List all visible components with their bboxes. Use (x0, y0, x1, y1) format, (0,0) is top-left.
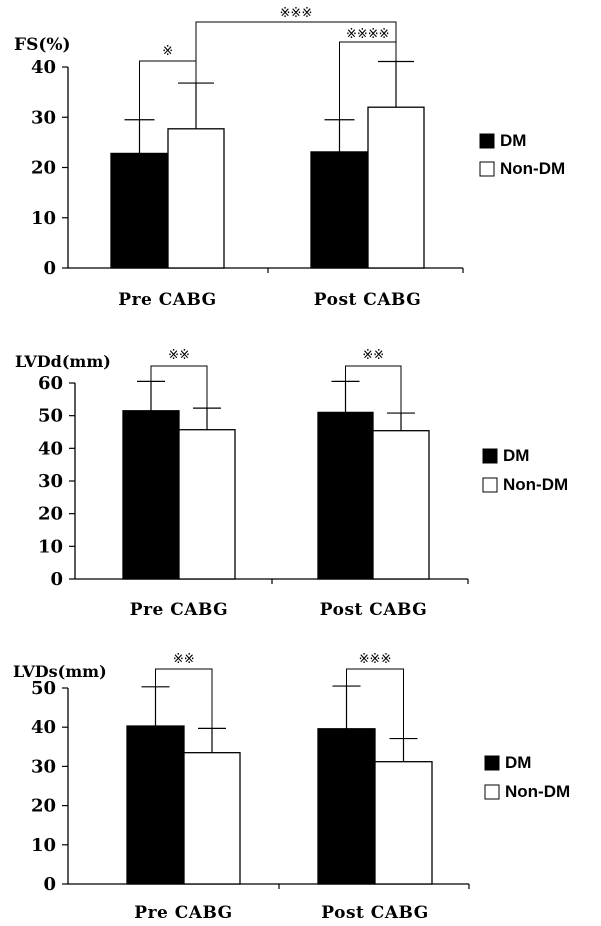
significance-mark: ※※ (168, 348, 190, 363)
y-axis-label: FS(%) (14, 35, 71, 55)
significance-bracket (195, 21, 397, 84)
y-tick-label: 30 (38, 471, 63, 492)
significance-bracket (346, 668, 404, 739)
y-tick-label: 20 (31, 796, 56, 817)
legend-swatch-dm (479, 133, 495, 149)
significance-mark: ※※※ (280, 6, 313, 21)
significance-mark: ※※※ (359, 652, 392, 667)
dm-bar-pre (122, 410, 180, 580)
legend: DM Non-DM (484, 753, 570, 801)
y-tick-label: 10 (38, 536, 63, 557)
legend-swatch-non-dm (479, 161, 495, 177)
y-tick-label: 20 (31, 158, 56, 179)
x-category-label: Post CABG (320, 600, 427, 620)
legend-label-non-dm: Non-DM (505, 782, 570, 801)
legend-swatch-non-dm (484, 784, 500, 800)
non-dm-bar-post (374, 761, 433, 885)
y-tick-label: 0 (43, 874, 56, 895)
legend-label-dm: DM (503, 446, 529, 465)
dm-bar-post (317, 411, 374, 580)
significance-mark: ※※ (173, 652, 195, 667)
significance-mark: ※ (162, 44, 173, 59)
legend-label-dm: DM (500, 131, 526, 150)
legend-swatch-dm (484, 755, 500, 771)
y-axis-label: LVDs(mm) (13, 662, 107, 681)
non-dm-bar-pre (178, 429, 236, 580)
y-tick-label: 10 (31, 208, 56, 229)
y-tick-label: 60 (38, 373, 63, 394)
y-tick-label: 20 (38, 504, 63, 525)
y-tick-label: 30 (31, 756, 56, 777)
significance-mark: ※※※※ (346, 27, 390, 42)
chart-panel-2: LVDd(mm) 0 10 20 30 40 50 60 Pre CABG Post CABG ※※… (15, 348, 568, 620)
dm-bar-post (310, 151, 369, 269)
legend-label-non-dm: Non-DM (500, 159, 565, 178)
y-axis-label: LVDd(mm) (15, 352, 111, 371)
y-tick-label: 40 (31, 717, 56, 738)
y-tick-label: 40 (38, 438, 63, 459)
x-category-label: Post CABG (321, 903, 428, 923)
significance-bracket (139, 60, 197, 120)
non-dm-bar-post (367, 106, 425, 269)
y-tick-label: 0 (50, 569, 63, 590)
significance-bracket (150, 365, 208, 409)
non-dm-bar-pre (183, 752, 241, 885)
x-category-label: Post CABG (314, 290, 421, 310)
y-tick-label: 40 (31, 57, 56, 78)
y-tick-label: 10 (31, 835, 56, 856)
legend-swatch-non-dm (482, 477, 498, 493)
x-category-label: Pre CABG (130, 600, 228, 620)
dm-bar-pre (110, 152, 169, 269)
legend-label-dm: DM (505, 753, 531, 772)
legend: DM Non-DM (479, 131, 565, 178)
legend-label-non-dm: Non-DM (503, 475, 568, 494)
significance-mark: ※※ (362, 348, 384, 363)
y-tick-label: 50 (38, 406, 63, 427)
x-category-label: Pre CABG (118, 290, 216, 310)
y-tick-label: 30 (31, 107, 56, 128)
non-dm-bar-pre (167, 128, 225, 269)
y-tick-label: 0 (43, 258, 56, 279)
dm-bar-post (317, 728, 376, 885)
x-category-label: Pre CABG (134, 903, 232, 923)
non-dm-bar-post (372, 430, 430, 580)
legend: DM Non-DM (482, 446, 568, 494)
dm-bar-pre (126, 725, 185, 885)
y-tick-label: 50 (31, 678, 56, 699)
significance-bracket (155, 668, 213, 729)
legend-swatch-dm (482, 448, 498, 464)
significance-bracket (345, 365, 402, 414)
